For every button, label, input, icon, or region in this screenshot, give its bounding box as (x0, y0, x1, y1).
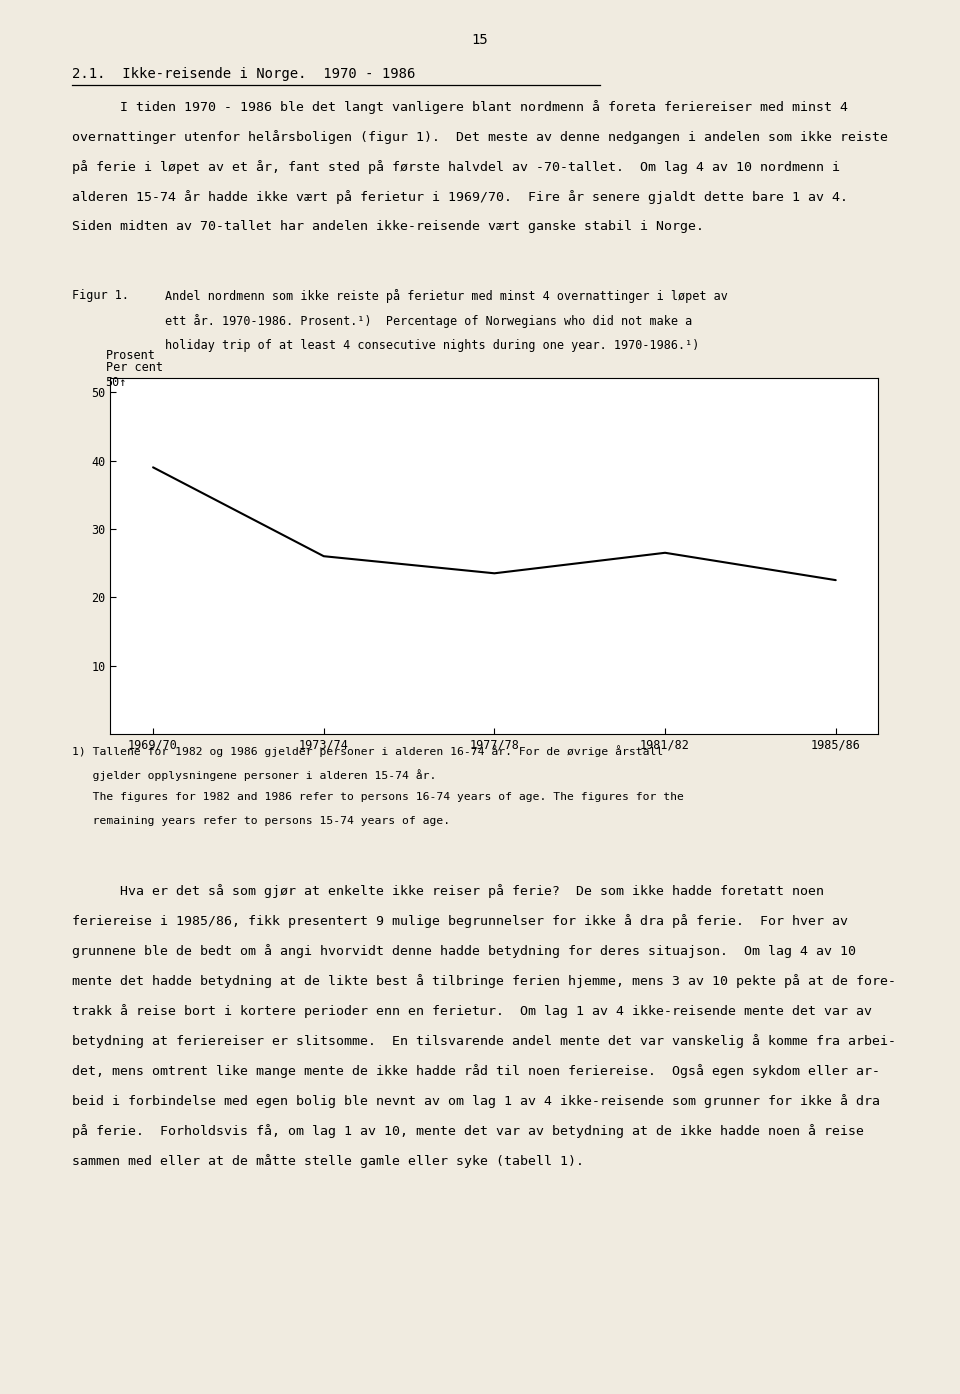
Text: ett år. 1970-1986. Prosent.¹)  Percentage of Norwegians who did not make a: ett år. 1970-1986. Prosent.¹) Percentage… (165, 314, 692, 329)
Text: 2.1.  Ikke-reisende i Norge.  1970 - 1986: 2.1. Ikke-reisende i Norge. 1970 - 1986 (72, 67, 416, 81)
Text: Hva er det så som gjør at enkelte ikke reiser på ferie?  De som ikke hadde foret: Hva er det så som gjør at enkelte ikke r… (72, 885, 824, 899)
Text: 1) Tallene for 1982 og 1986 gjelder personer i alderen 16-74 år. For de øvrige å: 1) Tallene for 1982 og 1986 gjelder pers… (72, 744, 663, 757)
Text: Per cent: Per cent (106, 361, 162, 375)
Text: gjelder opplysningene personer i alderen 15-74 år.: gjelder opplysningene personer i alderen… (72, 769, 437, 781)
Text: betydning at feriereiser er slitsomme.  En tilsvarende andel mente det var vansk: betydning at feriereiser er slitsomme. E… (72, 1034, 896, 1048)
Text: det, mens omtrent like mange mente de ikke hadde råd til noen feriereise.  Også : det, mens omtrent like mange mente de ik… (72, 1065, 880, 1079)
Text: 50↑: 50↑ (106, 376, 127, 389)
Text: mente det hadde betydning at de likte best å tilbringe ferien hjemme, mens 3 av : mente det hadde betydning at de likte be… (72, 974, 896, 988)
Text: alderen 15-74 år hadde ikke vært på ferietur i 1969/70.  Fire år senere gjaldt d: alderen 15-74 år hadde ikke vært på feri… (72, 190, 848, 205)
Text: remaining years refer to persons 15-74 years of age.: remaining years refer to persons 15-74 y… (72, 817, 450, 827)
Text: beid i forbindelse med egen bolig ble nevnt av om lag 1 av 4 ikke-reisende som g: beid i forbindelse med egen bolig ble ne… (72, 1094, 880, 1108)
Text: på ferie.  Forholdsvis få, om lag 1 av 10, mente det var av betydning at de ikke: på ferie. Forholdsvis få, om lag 1 av 10… (72, 1124, 864, 1139)
Text: feriereise i 1985/86, fikk presentert 9 mulige begrunnelser for ikke å dra på fe: feriereise i 1985/86, fikk presentert 9 … (72, 914, 848, 928)
Text: I tiden 1970 - 1986 ble det langt vanligere blant nordmenn å foreta feriereiser : I tiden 1970 - 1986 ble det langt vanlig… (72, 100, 848, 114)
Text: holiday trip of at least 4 consecutive nights during one year. 1970-1986.¹): holiday trip of at least 4 consecutive n… (165, 340, 700, 353)
Text: Siden midten av 70-tallet har andelen ikke-reisende vært ganske stabil i Norge.: Siden midten av 70-tallet har andelen ik… (72, 220, 704, 233)
Text: 15: 15 (471, 33, 489, 47)
Text: grunnene ble de bedt om å angi hvorvidt denne hadde betydning for deres situajso: grunnene ble de bedt om å angi hvorvidt … (72, 945, 856, 959)
Text: på ferie i løpet av et år, fant sted på første halvdel av -70-tallet.  Om lag 4 : på ferie i løpet av et år, fant sted på … (72, 160, 840, 174)
Text: Prosent: Prosent (106, 348, 156, 362)
Text: Figur 1.: Figur 1. (72, 290, 129, 302)
Text: The figures for 1982 and 1986 refer to persons 16-74 years of age. The figures f: The figures for 1982 and 1986 refer to p… (72, 792, 684, 803)
Text: sammen med eller at de måtte stelle gamle eller syke (tabell 1).: sammen med eller at de måtte stelle gaml… (72, 1154, 584, 1168)
Text: trakk å reise bort i kortere perioder enn en ferietur.  Om lag 1 av 4 ikke-reise: trakk å reise bort i kortere perioder en… (72, 1004, 872, 1019)
Text: overnattinger utenfor helårsboligen (figur 1).  Det meste av denne nedgangen i a: overnattinger utenfor helårsboligen (fig… (72, 130, 888, 145)
Text: Andel nordmenn som ikke reiste på ferietur med minst 4 overnattinger i løpet av: Andel nordmenn som ikke reiste på feriet… (165, 290, 728, 304)
